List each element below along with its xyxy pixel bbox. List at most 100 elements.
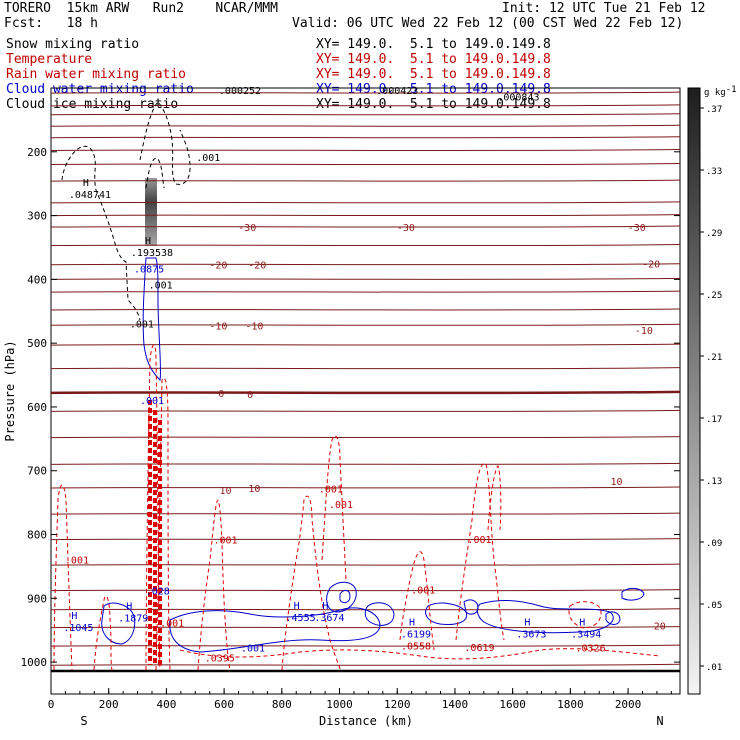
contour-label: .0326 — [576, 643, 606, 654]
rain-mid2 — [321, 435, 347, 581]
x-axis: 0 200 400 600 800 1000 1200 1400 1600 1800 2000 — [48, 688, 672, 711]
temperature-label: -30 — [628, 223, 646, 234]
y-tick-label: 700 — [27, 465, 47, 478]
contour-label: .0558 — [401, 642, 431, 653]
maximum-h-marker: H — [579, 617, 585, 628]
cw-cell-a — [326, 581, 357, 613]
ice-contour-west — [61, 145, 141, 321]
maximum-h-marker: H — [145, 236, 151, 247]
contour-label: .001 — [467, 535, 491, 546]
contour-label: .001 — [140, 396, 164, 407]
snow-shading — [145, 178, 157, 246]
temperature-label: -10 — [245, 321, 263, 332]
maximum-h-marker: H — [294, 601, 300, 612]
isotherm — [51, 277, 680, 280]
isotherm — [51, 462, 680, 465]
maximum-value: .3673 — [516, 629, 546, 640]
isotherm — [51, 201, 680, 204]
contour-label: .001 — [319, 485, 343, 496]
isotherm — [51, 644, 680, 647]
cw-lowband-east — [476, 599, 614, 634]
rain-col-l — [145, 344, 161, 671]
maximum-value: .6199 — [401, 629, 431, 640]
field-xy: XY= 149.0. 5.1 to 149.0.149.8 — [316, 97, 551, 112]
y-tick-label: 800 — [27, 529, 47, 542]
x-tick-label: 0 — [48, 698, 55, 711]
maximum-h-marker: H — [322, 601, 328, 612]
isotherm — [51, 104, 680, 107]
colorbar-tick-label: .01 — [706, 663, 722, 673]
temperature-label: -10 — [635, 326, 653, 337]
rain-west — [53, 484, 73, 671]
cw-cell-c — [364, 602, 395, 626]
x-tick-label: 800 — [272, 698, 292, 711]
isotherm — [51, 538, 680, 541]
rain-east2 — [487, 465, 502, 531]
maximum-value: .1045 — [63, 623, 93, 634]
isotherm — [51, 179, 680, 182]
plot-frame — [50, 87, 681, 695]
contour-label: .001 — [130, 319, 154, 330]
isotherm — [51, 124, 680, 127]
temperature-label: 20 — [654, 622, 666, 633]
colorbar-tick-label: .17 — [706, 415, 722, 425]
cw-cell-d — [425, 602, 468, 625]
colorbar: .01 .05 .09 .13 .17 .21 .25 .29 .33 .37 g kg-1 — [687, 85, 737, 695]
field-name: Temperature — [6, 52, 93, 67]
x-tick-label: 600 — [214, 698, 234, 711]
contour-label: .000252 — [219, 86, 261, 97]
x-tick-label: 1000 — [326, 698, 353, 711]
field-xy: XY= 149.0. 5.1 to 149.0.149.8 — [316, 37, 551, 52]
maximum-h-marker: H — [409, 617, 415, 628]
cloud-water-contours — [101, 257, 645, 653]
isotherm — [51, 409, 680, 412]
ice-contour-top — [139, 101, 191, 185]
init-time: Init: 12 UTC Tue 21 Feb 12 — [502, 1, 706, 16]
colorbar-tick-label: .37 — [706, 105, 722, 115]
x-tick-label: 1200 — [384, 698, 411, 711]
temperature-label: -20 — [248, 261, 266, 272]
x-tick-label: 2000 — [615, 698, 642, 711]
contour-label: .000843 — [497, 92, 539, 103]
maximum-value: .1879 — [118, 613, 148, 624]
contour-label: .001 — [160, 619, 184, 630]
temperature-label: -20 — [642, 259, 660, 270]
isotherm — [51, 436, 680, 439]
temperature-label: 10 — [220, 486, 232, 497]
x-tick-label: 400 — [156, 698, 176, 711]
isotherm — [51, 486, 680, 489]
maximum-value: .048741 — [69, 190, 111, 201]
y-tick-label: 900 — [27, 592, 47, 605]
y-axis-label: Pressure (hPa) — [3, 340, 17, 441]
x-axis-right-end: N — [656, 714, 663, 728]
isotherm — [51, 136, 680, 139]
colorbar-tick-label: .13 — [706, 477, 722, 487]
contour-label: .000423 — [376, 86, 418, 97]
temperature-label: -30 — [397, 223, 415, 234]
isotherm — [51, 244, 680, 247]
model-title: TORERO 15km ARW Run2 NCAR/MMM — [4, 1, 278, 16]
isotherm — [51, 308, 680, 311]
maximum-value: .3494 — [571, 629, 601, 640]
cw-cell-b — [339, 589, 351, 604]
rain-midwest — [197, 499, 231, 671]
isotherm — [51, 113, 680, 116]
isotherm — [51, 225, 680, 228]
rain-cell-a — [568, 601, 602, 629]
isotherm — [51, 163, 680, 166]
x-axis-left-end: S — [80, 714, 87, 728]
colorbar-ramp — [687, 87, 701, 695]
colorbar-tick-label: .33 — [706, 167, 722, 177]
colorbar-tick-label: .25 — [706, 291, 722, 301]
field-name: Snow mixing ratio — [6, 37, 140, 52]
y-tick-label: 500 — [27, 337, 47, 350]
contour-label: .001 — [149, 280, 173, 291]
isotherm — [51, 663, 680, 666]
field-xy: XY= 149.0. 5.1 to 149.0.149.8 — [316, 52, 551, 67]
cloud-ice-contours — [61, 101, 191, 321]
colorbar-tick-label: .05 — [706, 601, 722, 611]
maximum-value: .4555 — [286, 613, 316, 624]
temperature-label: 10 — [248, 484, 260, 495]
temperature-isotherms — [51, 91, 680, 666]
isotherm — [51, 589, 680, 592]
